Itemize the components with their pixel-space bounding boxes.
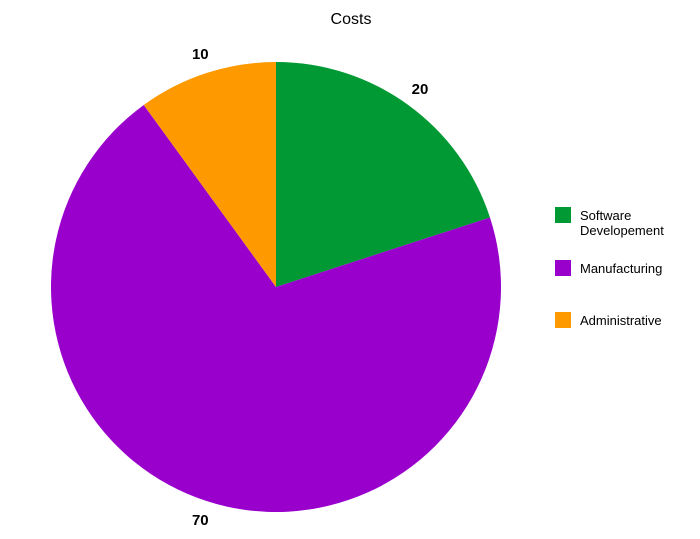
chart-title: Costs [331, 11, 372, 28]
pie-slice-manufacturing [51, 104, 502, 512]
data-label-software-developement: 20 [412, 81, 429, 98]
legend-label-software-developement: Software Developement [580, 208, 664, 238]
legend-label-administrative: Administrative [580, 313, 662, 328]
data-label-administrative: 10 [192, 46, 209, 63]
pie-slices [51, 62, 502, 512]
legend-swatch-manufacturing [555, 260, 571, 276]
legend-swatch-administrative [555, 312, 571, 328]
legend-label-manufacturing: Manufacturing [580, 261, 662, 276]
legend: Software Developement Manufacturing Adminis… [555, 207, 664, 328]
pie-slice-administrative [143, 62, 276, 287]
pie-slice-software-developement [276, 62, 490, 287]
data-labels: 20 70 10 [192, 46, 428, 529]
legend-swatch-software-developement [555, 207, 571, 223]
data-label-manufacturing: 70 [192, 512, 209, 529]
